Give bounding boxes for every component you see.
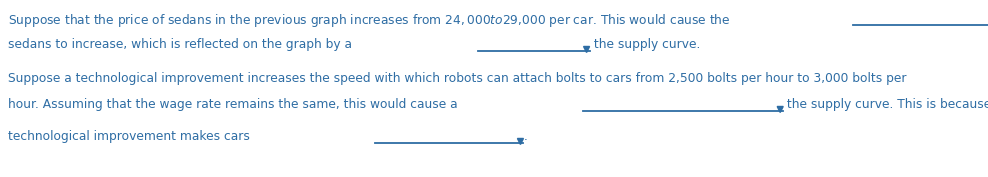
Text: Suppose that the price of sedans in the previous graph increases from $24,000 to: Suppose that the price of sedans in the … [8, 12, 731, 29]
Polygon shape [518, 138, 524, 144]
Text: the supply curve. This is because the: the supply curve. This is because the [783, 98, 988, 111]
Polygon shape [584, 47, 590, 52]
Text: the supply curve.: the supply curve. [590, 38, 700, 51]
Text: Suppose a technological improvement increases the speed with which robots can at: Suppose a technological improvement incr… [8, 72, 907, 85]
Text: .: . [524, 130, 528, 143]
Text: hour. Assuming that the wage rate remains the same, this would cause a: hour. Assuming that the wage rate remain… [8, 98, 461, 111]
Text: sedans to increase, which is reflected on the graph by a: sedans to increase, which is reflected o… [8, 38, 356, 51]
Polygon shape [778, 107, 783, 112]
Text: technological improvement makes cars: technological improvement makes cars [8, 130, 254, 143]
